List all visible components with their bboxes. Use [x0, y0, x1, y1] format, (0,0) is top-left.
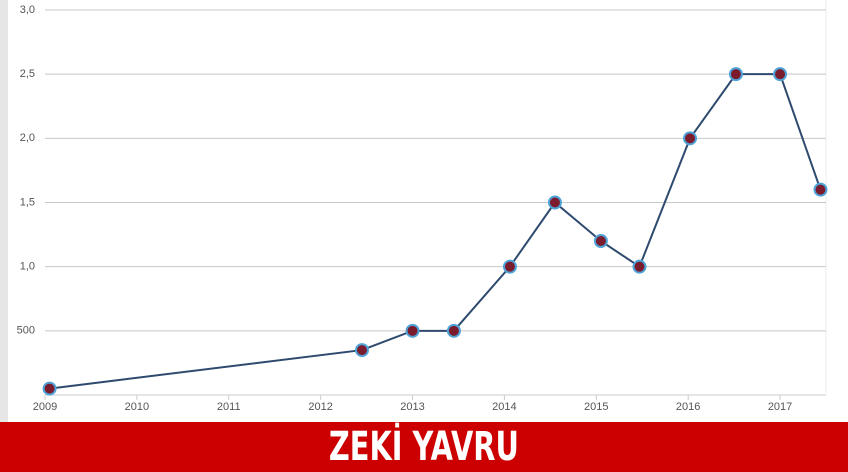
y-tick-label: 1,0	[20, 261, 35, 273]
y-tick-label: 1,5	[20, 196, 35, 208]
side-strip	[0, 0, 8, 422]
club-badge	[632, 259, 647, 274]
x-tick-label: 2009	[33, 401, 57, 413]
club-badge	[773, 67, 788, 82]
x-tick-label: 2014	[492, 401, 516, 413]
x-tick-label: 2015	[584, 401, 608, 413]
club-badge	[354, 343, 369, 358]
y-tick-label: 2,5	[20, 68, 35, 80]
x-tick-label: 2013	[400, 401, 424, 413]
club-badge	[502, 259, 517, 274]
name-banner: ZEKİ YAVRU	[0, 422, 848, 472]
y-tick-label: 2,0	[20, 132, 35, 144]
club-badge	[683, 131, 698, 146]
club-badge	[728, 67, 743, 82]
x-tick-label: 2011	[217, 401, 241, 413]
club-badge	[813, 182, 828, 197]
club-badge	[547, 195, 562, 210]
x-tick-label: 2016	[676, 401, 700, 413]
club-badge	[593, 234, 608, 248]
value-line	[49, 73, 822, 390]
chart: 500 1,0 1,5 2,0 2,5 3,0 2009 2010 2011 2012 2013 20…	[0, 0, 828, 422]
x-tick-label: 2012	[308, 401, 332, 413]
club-badge	[405, 323, 420, 338]
club-badge	[446, 323, 461, 338]
y-tick-label: 3,0	[20, 4, 35, 16]
x-tick-label: 2010	[125, 401, 149, 413]
y-tick-label: 500	[17, 325, 35, 337]
player-name: ZEKİ YAVRU	[329, 424, 519, 470]
x-tick-label: 2017	[768, 401, 792, 413]
club-badge	[42, 381, 57, 396]
